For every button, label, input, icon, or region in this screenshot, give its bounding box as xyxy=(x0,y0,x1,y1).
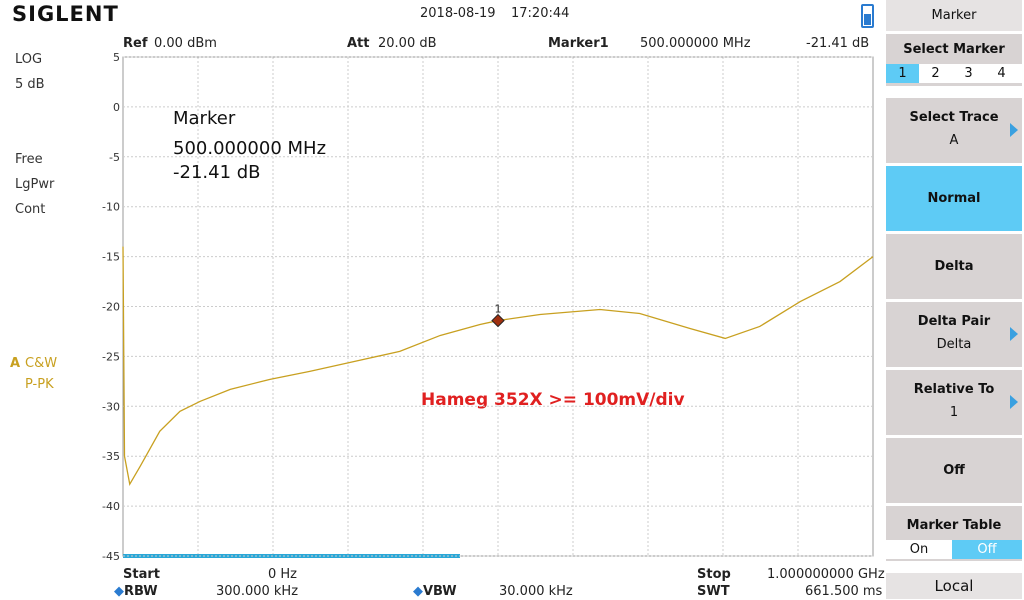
time: 17:20:44 xyxy=(511,6,570,21)
marker-freq: 500.000000 MHz xyxy=(640,36,751,51)
marker-option[interactable]: 4 xyxy=(997,66,1006,81)
trace-label: A xyxy=(10,356,21,371)
y-tick-label: 5 xyxy=(113,51,120,64)
marker-level: -21.41 dB xyxy=(806,36,870,51)
vbw-text: VBW xyxy=(423,584,457,599)
scale-type: LOG xyxy=(15,52,43,67)
chart: Marker 500.000000 MHz -21.41 dB Hameg 35… xyxy=(102,51,874,563)
start-label: Start xyxy=(123,567,160,582)
readout-freq: 500.000000 MHz xyxy=(173,138,326,159)
rbw-text: RBW xyxy=(124,584,158,599)
date: 2018-08-19 xyxy=(420,6,496,21)
battery-icon xyxy=(861,4,874,28)
select-trace-label: Select Trace xyxy=(909,110,999,125)
y-tick-label: 0 xyxy=(113,101,120,114)
delta-pair-label: Delta Pair xyxy=(917,314,991,329)
vbw-label: ◆VBW xyxy=(413,584,457,599)
y-tick-label: -25 xyxy=(102,350,120,363)
trace xyxy=(122,246,874,486)
att-value: 20.00 dB xyxy=(378,36,437,51)
delta-label: Delta xyxy=(934,259,974,274)
y-tick-label: -20 xyxy=(102,301,120,314)
y-tick-label: -10 xyxy=(102,201,120,214)
normal-button[interactable]: Normal xyxy=(886,166,1022,231)
ref-label: Ref xyxy=(123,36,148,51)
select-marker-label: Select Marker xyxy=(903,42,1005,57)
y-tick-label: -5 xyxy=(109,151,120,164)
rbw-label: ◆RBW xyxy=(114,584,158,599)
menu-title: Marker xyxy=(886,0,1022,31)
readout-level: -21.41 dB xyxy=(173,162,261,183)
swt-value: 661.500 ms xyxy=(805,584,883,599)
trace-detector: P-PK xyxy=(25,377,54,392)
readout-title: Marker xyxy=(173,108,236,129)
y-tick-label: -45 xyxy=(102,550,120,563)
select-trace-value: A xyxy=(949,133,959,148)
trace-mode: C&W xyxy=(25,356,58,371)
marker-option[interactable]: 1 xyxy=(886,64,919,83)
marker-option[interactable]: 2 xyxy=(931,66,940,81)
table-option[interactable]: Off xyxy=(952,540,1022,559)
stop-label: Stop xyxy=(697,567,731,582)
att-label: Att xyxy=(347,36,370,51)
y-tick-label: -15 xyxy=(102,251,120,264)
start-value: 0 Hz xyxy=(268,567,298,582)
delta-pair-value: Delta xyxy=(936,337,972,352)
y-tick-label: -40 xyxy=(102,500,120,513)
vbw-value: 30.000 kHz xyxy=(499,584,573,599)
relative-to-value: 1 xyxy=(949,405,959,420)
y-tick-label: -35 xyxy=(102,450,120,463)
brand: SIGLENT xyxy=(12,2,119,26)
marker xyxy=(491,313,505,328)
y-tick-label: -30 xyxy=(102,400,120,413)
delta-pair-button[interactable]: Delta Pair Delta xyxy=(886,302,1022,367)
ref-value: 0.00 dBm xyxy=(154,36,217,51)
local-button[interactable]: Local xyxy=(886,573,1022,599)
relative-to-button[interactable]: Relative To 1 xyxy=(886,370,1022,435)
annotation: Hameg 352X >= 100mV/div xyxy=(421,390,685,410)
off-button[interactable]: Off xyxy=(886,438,1022,503)
table-option[interactable]: On xyxy=(909,542,929,557)
select-trace[interactable]: Select Trace A xyxy=(886,98,1022,163)
sweep: Cont xyxy=(15,202,46,217)
stop-value: 1.000000000 GHz xyxy=(767,567,885,582)
relative-to-label: Relative To xyxy=(913,382,995,397)
off-label: Off xyxy=(943,463,965,478)
delta-button[interactable]: Delta xyxy=(886,234,1022,299)
marker-option[interactable]: 3 xyxy=(964,66,973,81)
marker-table-label: Marker Table xyxy=(906,518,1002,533)
marker-table[interactable]: Marker Table On Off xyxy=(886,506,1022,561)
marker-label: 1 xyxy=(495,303,502,316)
swt-label: SWT xyxy=(697,584,730,599)
scale: 5 dB xyxy=(15,77,45,92)
detector: LgPwr xyxy=(15,177,55,192)
normal-label: Normal xyxy=(927,191,981,206)
rbw-value: 300.000 kHz xyxy=(216,584,299,599)
marker-label: Marker1 xyxy=(548,36,609,51)
trigger: Free xyxy=(15,152,43,167)
